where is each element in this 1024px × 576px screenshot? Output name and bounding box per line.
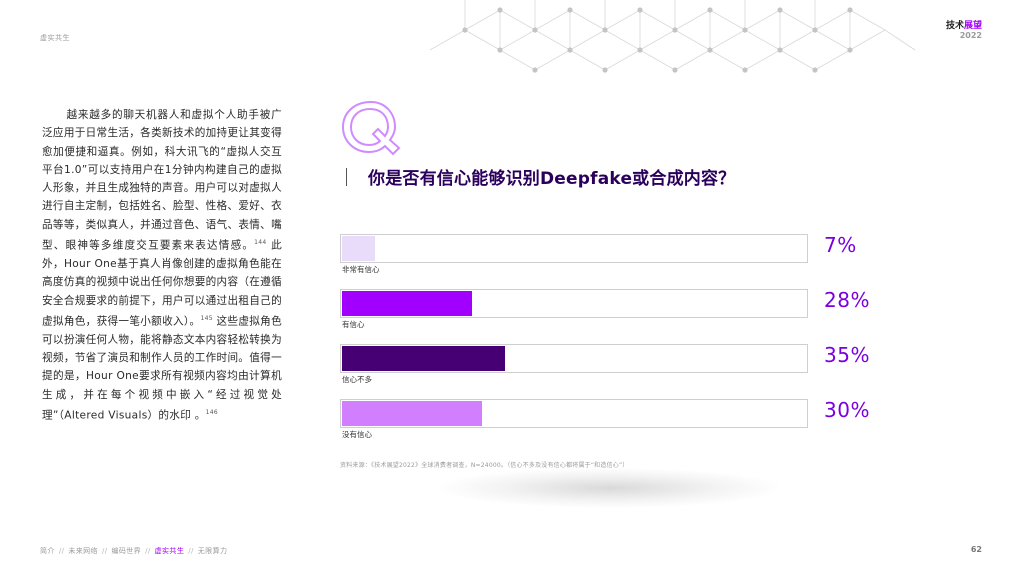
- source-note: 资料来源：《技术展望2022》全球消费者调查，N=24000。（信心不多及没有信…: [340, 462, 629, 469]
- bar: [342, 401, 482, 426]
- nav-separator: //: [188, 547, 194, 555]
- bar-category-label: 有信心: [342, 320, 365, 329]
- decorative-network-graphic: [429, 0, 916, 73]
- decorative-shadow: [440, 468, 780, 508]
- bar-category-label: 没有信心: [342, 430, 372, 439]
- q-letter-icon: [341, 100, 401, 156]
- bar-category-label: 信心不多: [342, 375, 372, 384]
- paragraph-part-3: 这些虚拟角色可以扮演任何人物，能将静态文本内容轻松转换为视频，节省了演员和制作人…: [42, 315, 282, 422]
- bar-track: [340, 289, 808, 318]
- nav-separator: //: [101, 547, 108, 555]
- bar-value-label: 28%: [824, 288, 870, 312]
- reference-146[interactable]: 146: [205, 408, 219, 416]
- bar-track: [340, 399, 808, 428]
- bar-category-label: 非常有信心: [342, 265, 380, 274]
- bar: [342, 346, 506, 371]
- footer-nav-item-future-internet[interactable]: 未来网络: [68, 547, 98, 555]
- footer-nav: 简介//未来网络//编码世界//虚实共生//无限算力: [40, 546, 227, 556]
- footer-nav-item-virtual-reality[interactable]: 虚实共生: [154, 547, 185, 555]
- footer-nav-item-intro[interactable]: 简介: [40, 547, 55, 555]
- body-paragraph: 越来越多的聊天机器人和虚拟个人助手被广泛应用于日常生活，各类新技术的加持更让其变…: [42, 106, 282, 425]
- reference-144[interactable]: 144: [254, 239, 267, 247]
- bar-value-label: 30%: [824, 398, 870, 422]
- bar-track: [340, 234, 808, 263]
- section-label: 虚实共生: [40, 34, 70, 42]
- brand-year: 2022: [959, 31, 982, 40]
- bar-value-label: 35%: [824, 343, 870, 367]
- footer-nav-item-infinite-computing[interactable]: 无限算力: [197, 547, 228, 555]
- paragraph-part-2: 此外，Hour One基于真人肖像创建的虚拟角色能在高度仿真的视频中说出任何你想…: [42, 239, 282, 328]
- nav-separator: //: [145, 547, 151, 555]
- footer-nav-item-coded-world[interactable]: 编码世界: [111, 547, 142, 555]
- survey-question: 你是否有信心能够识别Deepfake或合成内容？: [368, 169, 736, 189]
- nav-separator: //: [58, 547, 65, 555]
- bar-value-label: 7%: [824, 233, 857, 257]
- question-divider: [346, 168, 347, 186]
- paragraph-part-1: 越来越多的聊天机器人和虚拟个人助手被广泛应用于日常生活，各类新技术的加持更让其变…: [42, 109, 282, 252]
- brand-accent: 展望: [963, 21, 982, 31]
- bar: [342, 291, 473, 316]
- page-number: 62: [970, 545, 982, 554]
- bar: [342, 236, 375, 261]
- brand-main: 技术: [945, 21, 964, 31]
- reference-145[interactable]: 145: [200, 314, 213, 322]
- bar-track: [340, 344, 808, 373]
- brand-logo: 技术展望 2022: [945, 21, 982, 41]
